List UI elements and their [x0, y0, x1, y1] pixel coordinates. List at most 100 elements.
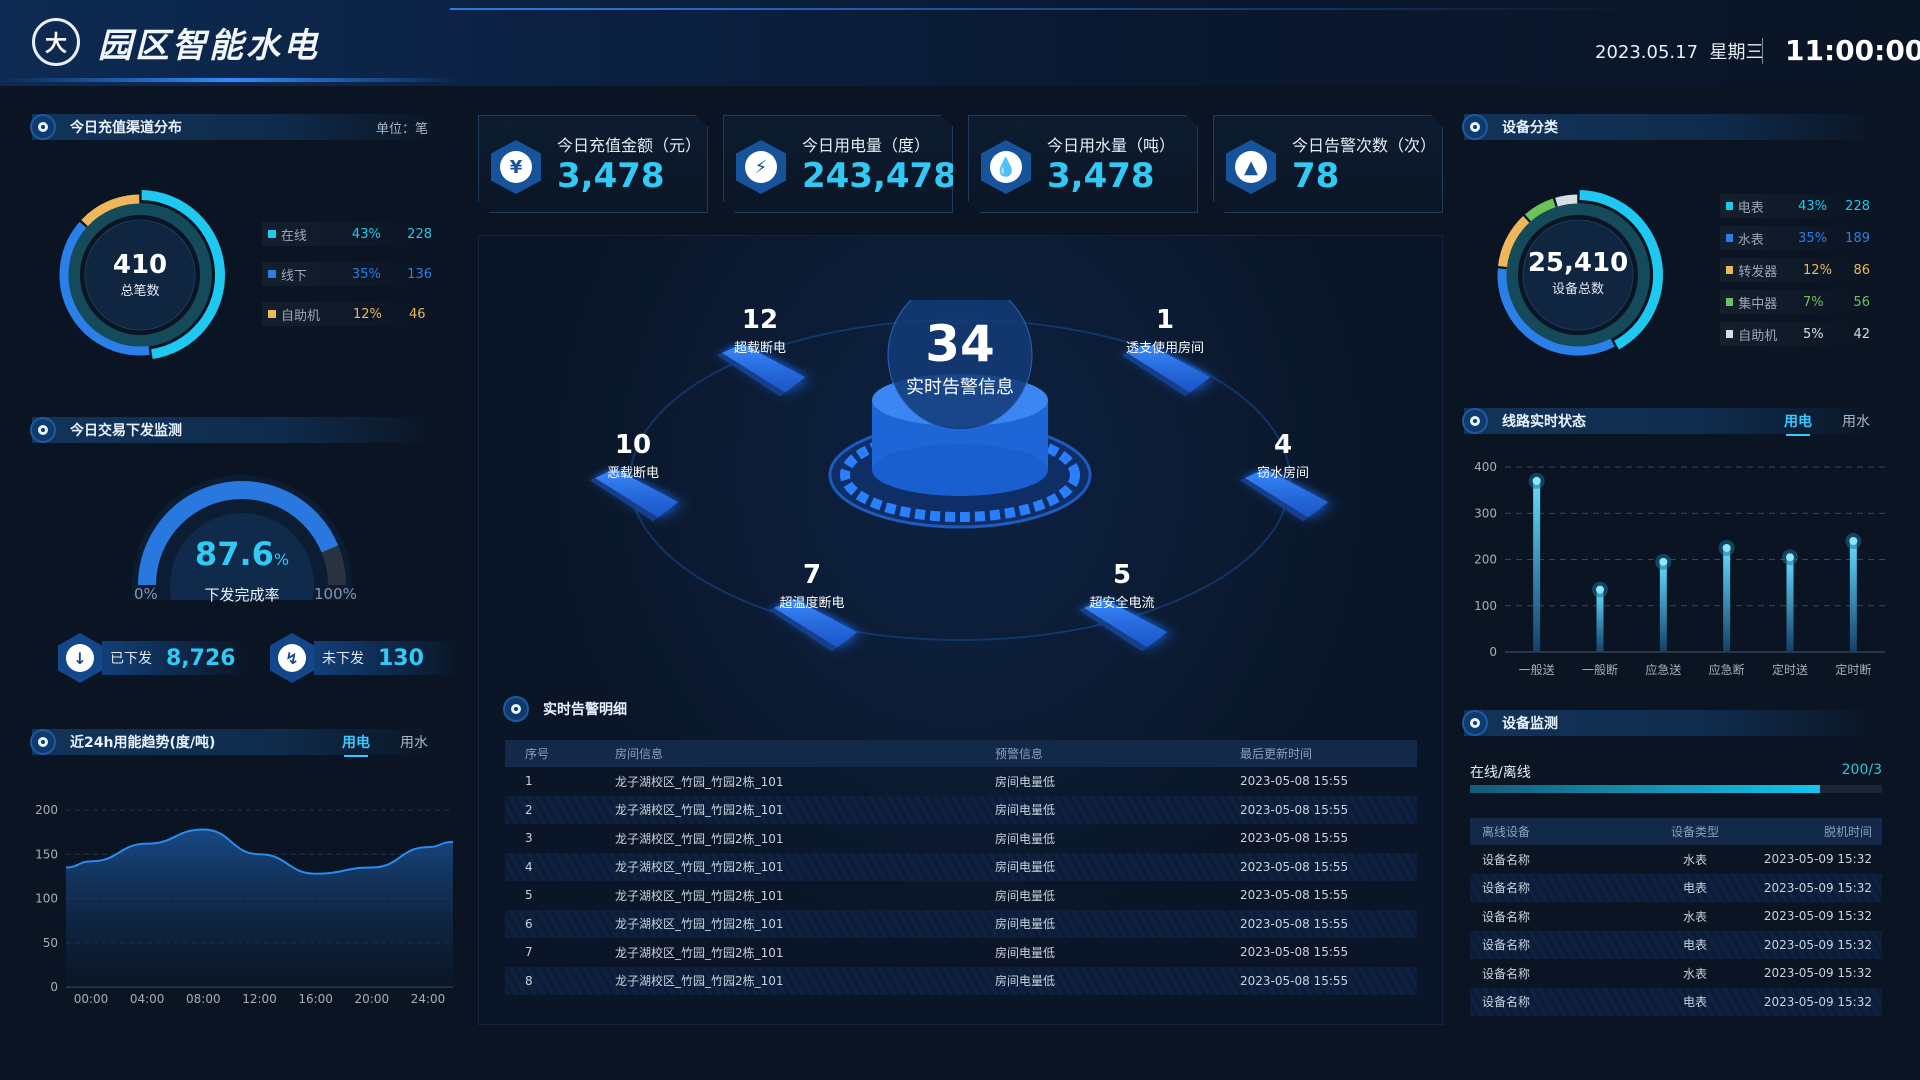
table-row[interactable]: 7 龙子湖校区_竹园_竹园2栋_101 房间电量低 2023-05-08 15:55 — [505, 938, 1417, 967]
table-cell: 房间电量低 — [995, 860, 1056, 875]
table-row[interactable]: 6 龙子湖校区_竹园_竹园2栋_101 房间电量低 2023-05-08 15:55 — [505, 909, 1417, 938]
section-title: 设备分类 — [1502, 120, 1558, 136]
section-target-icon — [1462, 114, 1488, 140]
column-header: 最后更新时间 — [1240, 747, 1313, 761]
table-row[interactable]: 设备名称 电表 2023-05-09 15:32 — [1470, 930, 1882, 959]
alarm-label: 超温度断电 — [779, 596, 845, 611]
donut-segment-水表 — [1497, 268, 1615, 356]
x-tick-label: 一般断 — [1582, 662, 1618, 677]
table-cell: 房间电量低 — [995, 774, 1056, 789]
alarm-count: 7 — [802, 560, 822, 590]
table-cell: 2023-05-09 15:32 — [1763, 937, 1872, 952]
tab-electricity[interactable]: 用电 — [342, 732, 370, 757]
legend-percent: 43% — [1798, 198, 1828, 214]
table-cell: 2023-05-08 15:55 — [1240, 859, 1349, 874]
recharge-donut-chart — [59, 190, 225, 360]
y-tick-label: 400 — [1474, 460, 1497, 474]
device-class-donut-chart — [1497, 190, 1663, 356]
sent-stat: ↓ 已下发 8,726 — [58, 633, 252, 683]
column-header: 房间信息 — [615, 747, 664, 761]
legend-percent: 12% — [353, 306, 382, 322]
legend-item: 电表 43% 228 — [1720, 194, 1870, 218]
donut-segment-转发器 — [1498, 216, 1530, 268]
legend-label: 转发器 — [1738, 264, 1778, 280]
legend-value: 228 — [1845, 198, 1870, 214]
bar-一般断 — [1596, 589, 1604, 652]
table-row[interactable]: 4 龙子湖校区_竹园_竹园2栋_101 房间电量低 2023-05-08 15:55 — [505, 852, 1417, 881]
alarm-table: 序号 房间信息 预警信息 最后更新时间 1 龙子湖校区_竹园_竹园2栋_101 房间电量低 2… — [505, 740, 1417, 995]
legend-swatch — [268, 230, 276, 238]
table-row[interactable]: 设备名称 水表 2023-05-09 15:32 — [1470, 902, 1882, 931]
donut-track — [1506, 203, 1650, 347]
bar-cap — [1786, 553, 1794, 562]
table-cell: 设备名称 — [1482, 852, 1531, 867]
y-tick-label: 200 — [35, 803, 58, 817]
table-cell: 8 — [525, 973, 533, 988]
table-row[interactable]: 设备名称 电表 2023-05-09 15:32 — [1470, 873, 1882, 902]
bar-定时送 — [1786, 557, 1794, 652]
header-decoration — [450, 8, 1650, 10]
legend-swatch — [1726, 266, 1734, 274]
online-progress-fill — [1470, 785, 1821, 793]
kpi-label: 今日用水量（吨） — [1047, 136, 1176, 155]
alarm-count: 12 — [741, 305, 779, 335]
x-tick-label: 08:00 — [186, 992, 221, 1006]
table-row[interactable]: 1 龙子湖校区_竹园_竹园2栋_101 房间电量低 2023-05-08 15:55 — [505, 767, 1417, 796]
y-tick-label: 0 — [50, 980, 58, 994]
table-row[interactable]: 8 龙子湖校区_竹园_竹园2栋_101 房间电量低 2023-05-08 15:55 — [505, 966, 1417, 995]
legend-item: 线下 35% 136 — [262, 262, 432, 286]
legend-label: 在线 — [280, 228, 307, 244]
column-header: 脱机时间 — [1823, 825, 1872, 839]
alarm-total: 34 实时告警信息 — [880, 315, 1040, 399]
table-row[interactable]: 设备名称 水表 2023-05-09 15:32 — [1470, 959, 1882, 988]
table-row[interactable]: 2 龙子湖校区_竹园_竹园2栋_101 房间电量低 2023-05-08 15:55 — [505, 795, 1417, 824]
table-row[interactable]: 设备名称 电表 2023-05-09 15:32 — [1470, 987, 1882, 1016]
alarm-count: 10 — [614, 430, 652, 460]
bar-cap — [1596, 585, 1604, 594]
x-tick-label: 20:00 — [355, 992, 390, 1006]
column-header: 预警信息 — [995, 747, 1044, 761]
x-tick-label: 一般送 — [1519, 662, 1555, 677]
header-bar — [0, 0, 1920, 86]
alarm-label: 窃水房间 — [1256, 466, 1309, 481]
tab-electricity[interactable]: 用电 — [1784, 411, 1812, 436]
alarm-count: 5 — [1112, 560, 1132, 590]
column-header: 离线设备 — [1482, 825, 1531, 839]
alarm-label: 恶载断电 — [606, 466, 659, 481]
table-row[interactable]: 3 龙子湖校区_竹园_竹园2栋_101 房间电量低 2023-05-08 15:55 — [505, 824, 1417, 853]
trend-area — [66, 829, 453, 987]
icon-glyph: ⚡ — [745, 151, 777, 183]
alarm-count: 4 — [1273, 430, 1293, 460]
bar-cap — [1532, 476, 1541, 485]
legend-value: 56 — [1853, 294, 1870, 310]
table-cell: 3 — [525, 831, 533, 846]
kpi-label: 今日用电量（度） — [802, 136, 931, 155]
table-cell: 房间电量低 — [995, 945, 1056, 960]
bar-cap — [1849, 537, 1858, 545]
total-label: 总笔数 — [120, 284, 160, 299]
warning-icon: ▲ — [1226, 140, 1276, 194]
alarm-item: 1 透支使用房间 — [1105, 305, 1225, 393]
table-row[interactable]: 设备名称 水表 2023-05-09 15:32 — [1470, 845, 1882, 874]
divider — [1762, 38, 1763, 64]
gauge-core — [170, 513, 314, 600]
section-target-icon — [30, 417, 56, 443]
kpi-card: 💧 今日用水量（吨） 3,478 — [968, 115, 1198, 213]
icon-glyph: ▲ — [1235, 151, 1267, 183]
table-cell: 龙子湖校区_竹园_竹园2栋_101 — [615, 888, 784, 903]
table-cell: 1 — [525, 774, 533, 789]
alarm-total-value: 34 — [925, 315, 995, 373]
gauge-min-label: 0% — [134, 585, 158, 603]
section-title: 近24h用能趋势(度/吨) — [70, 735, 216, 751]
tab-water[interactable]: 用水 — [1842, 414, 1870, 430]
legend-label: 自助机 — [281, 308, 321, 324]
table-row[interactable]: 5 龙子湖校区_竹园_竹园2栋_101 房间电量低 2023-05-08 15:55 — [505, 881, 1417, 910]
section-title: 今日充值渠道分布 — [70, 120, 182, 136]
legend-item: 水表 35% 189 — [1720, 226, 1870, 250]
section-target-icon — [30, 729, 56, 755]
clock: 11:00:00 — [1785, 34, 1920, 67]
tab-water[interactable]: 用水 — [400, 735, 428, 751]
lightning-icon: ⚡ — [736, 140, 786, 194]
table-cell: 2023-05-08 15:55 — [1240, 888, 1349, 903]
legend-item: 转发器 12% 86 — [1720, 258, 1870, 282]
